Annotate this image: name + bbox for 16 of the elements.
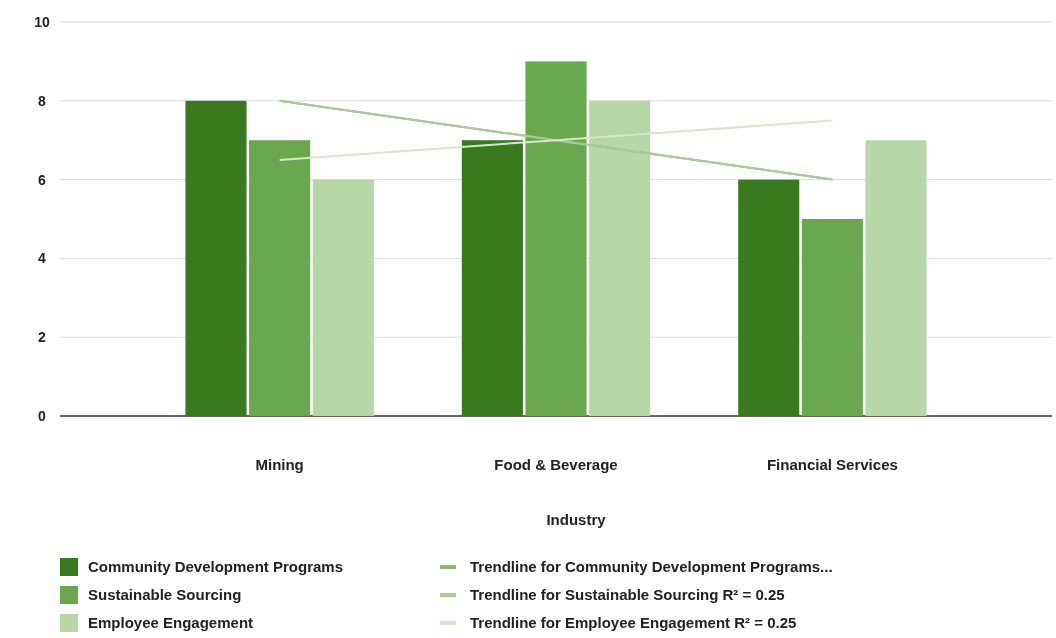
y-tick-label: 6 (38, 171, 47, 188)
y-tick-label: 2 (38, 329, 47, 346)
legend-label: Trendline for Sustainable Sourcing R² = 0.25 (470, 586, 785, 603)
x-axis-title: Industry (546, 511, 607, 528)
y-tick-label: 4 (38, 250, 47, 267)
x-tick-label: Food & Beverage (494, 456, 618, 473)
y-tick-label: 8 (38, 92, 47, 109)
legend-label: Trendline for Employee Engagement R² = 0.25 (470, 614, 797, 631)
y-tick-label: 0 (38, 408, 47, 424)
legend-label: Sustainable Sourcing (88, 586, 242, 603)
legend-label: Community Development Programs (88, 558, 344, 575)
legend-label: Trendline for Community Development Programs... (470, 558, 833, 575)
legend-label: Employee Engagement (88, 614, 254, 631)
x-tick-label: Mining (255, 456, 304, 473)
y-tick-label: 10 (34, 14, 50, 30)
x-tick-label: Financial Services (766, 456, 898, 473)
